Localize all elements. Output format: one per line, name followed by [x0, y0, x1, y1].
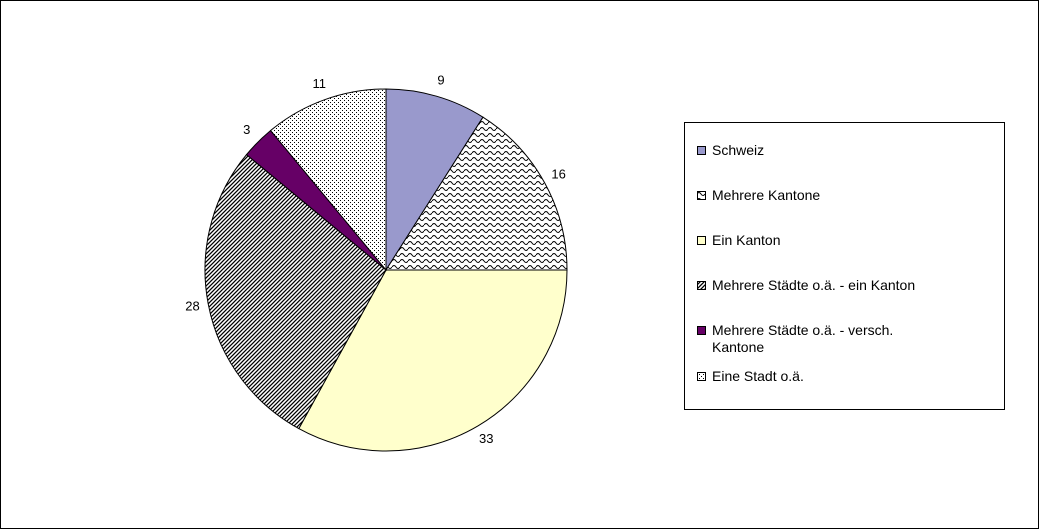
legend-swatch: [697, 372, 706, 381]
legend-item: Mehrere Kantone: [697, 187, 820, 204]
pie-slice: [269, 88, 387, 272]
legend-label: Schweiz: [712, 142, 765, 158]
legend-item: Mehrere Städte o.ä. - versch. Kantone: [697, 322, 947, 356]
legend-label: Mehrere Städte o.ä. - versch. Kantone: [712, 322, 894, 355]
pie-slice: [298, 269, 568, 452]
legend-swatch: [697, 281, 706, 290]
legend-swatch-box: [697, 146, 706, 155]
data-label: 33: [479, 431, 493, 446]
legend-swatch-box: [697, 281, 706, 290]
data-label: 16: [551, 167, 565, 182]
legend-item: Eine Stadt o.ä.: [697, 368, 804, 385]
legend-swatch: [697, 191, 706, 200]
legend-swatch-box: [697, 236, 706, 245]
pie-slice: [204, 153, 387, 430]
legend-swatch: [697, 146, 706, 155]
data-label: 11: [313, 76, 327, 91]
legend-swatch: [697, 236, 706, 245]
pie-slice: [385, 116, 568, 271]
pie-slice: [385, 88, 484, 272]
legend-label: Mehrere Kantone: [712, 187, 821, 203]
legend-swatch-box: [697, 372, 706, 381]
legend-item: Mehrere Städte o.ä. - ein Kanton: [697, 277, 915, 294]
legend-label: Mehrere Städte o.ä. - ein Kanton: [712, 277, 916, 293]
legend-swatch-box: [697, 326, 706, 335]
legend-label: Ein Kanton: [712, 232, 781, 248]
data-label: 9: [437, 72, 444, 87]
data-label: 28: [185, 298, 199, 313]
legend: Schweiz Mehrere Kantone Ein Kanton Mehrere …: [684, 122, 1005, 410]
legend-swatch-box: [697, 191, 706, 200]
legend-swatch: [697, 326, 706, 335]
legend-item: Ein Kanton: [697, 232, 781, 249]
legend-label: Eine Stadt o.ä.: [712, 368, 804, 384]
legend-item: Schweiz: [697, 142, 764, 159]
data-label: 3: [243, 122, 250, 137]
